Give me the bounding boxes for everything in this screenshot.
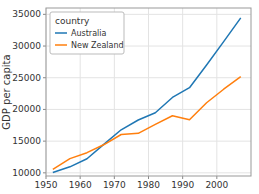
y-tick-label: 30000 [12,41,41,51]
legend: country Australia New Zealand [50,12,124,54]
x-tick-label: 1970 [103,180,126,190]
y-tick-label: 35000 [12,9,41,19]
axes: 1950 1960 1970 1980 1990 2000 10000 15000 20000 2… [12,9,228,190]
chart-container: 1950 1960 1970 1980 1990 2000 10000 15000 20000 2… [0,0,259,194]
grid-line [46,172,251,173]
grid [46,8,251,176]
legend-label: New Zealand [71,41,124,50]
chart: 1950 1960 1970 1980 1990 2000 10000 15000 20000 2… [0,0,259,194]
legend-label: Australia [71,29,106,38]
x-tick-label: 2000 [205,180,228,190]
plot-frame [46,8,251,176]
grid-line [148,8,149,176]
legend-swatch [55,44,67,46]
legend-box [50,12,124,54]
y-tick-label: 10000 [12,168,41,178]
x-tick-label: 1960 [69,180,92,190]
x-tick-label: 1980 [137,180,160,190]
legend-swatch [55,32,67,34]
y-tick-label: 20000 [12,104,41,114]
y-tick-label: 15000 [12,136,41,146]
x-tick-label: 1950 [35,180,58,190]
y-axis-label: GDP per capita [1,54,12,129]
grid-line [46,77,251,78]
series-group [53,18,241,173]
plot-background [46,8,251,176]
y-tick-label: 25000 [12,73,41,83]
legend-title: country [55,16,90,26]
series-line [53,18,241,173]
grid-line [46,109,251,110]
grid-line [46,141,251,142]
series-line [53,77,241,170]
grid-line [216,8,217,176]
x-tick-label: 1990 [171,180,194,190]
